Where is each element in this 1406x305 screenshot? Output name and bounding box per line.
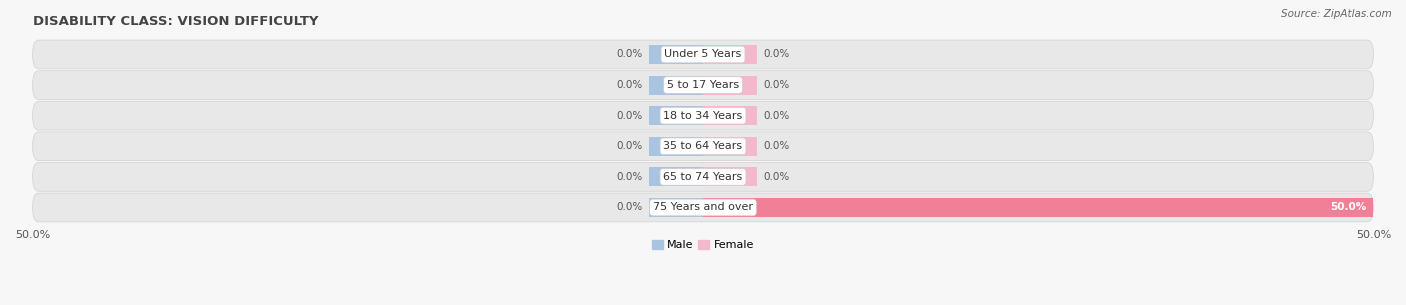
- Bar: [650, 167, 703, 186]
- Text: 0.0%: 0.0%: [763, 80, 790, 90]
- FancyBboxPatch shape: [32, 193, 1374, 222]
- Bar: [703, 45, 756, 64]
- Bar: [650, 45, 703, 64]
- Text: 0.0%: 0.0%: [616, 111, 643, 121]
- Text: 0.0%: 0.0%: [763, 49, 790, 59]
- Text: 0.0%: 0.0%: [763, 141, 790, 151]
- Text: Under 5 Years: Under 5 Years: [665, 49, 741, 59]
- Text: 18 to 34 Years: 18 to 34 Years: [664, 111, 742, 121]
- FancyBboxPatch shape: [32, 132, 1374, 161]
- Bar: [650, 106, 703, 125]
- Legend: Male, Female: Male, Female: [647, 235, 759, 254]
- Bar: [703, 137, 756, 156]
- Bar: [650, 137, 703, 156]
- Bar: [703, 198, 1374, 217]
- Bar: [703, 167, 756, 186]
- Text: Source: ZipAtlas.com: Source: ZipAtlas.com: [1281, 9, 1392, 19]
- Bar: [703, 76, 756, 95]
- Text: 50.0%: 50.0%: [1330, 203, 1367, 213]
- Text: 0.0%: 0.0%: [763, 172, 790, 182]
- Text: 35 to 64 Years: 35 to 64 Years: [664, 141, 742, 151]
- Text: 0.0%: 0.0%: [616, 172, 643, 182]
- Text: 0.0%: 0.0%: [616, 80, 643, 90]
- Text: 65 to 74 Years: 65 to 74 Years: [664, 172, 742, 182]
- FancyBboxPatch shape: [32, 40, 1374, 69]
- Text: 0.0%: 0.0%: [616, 49, 643, 59]
- FancyBboxPatch shape: [32, 163, 1374, 191]
- FancyBboxPatch shape: [32, 101, 1374, 130]
- Text: DISABILITY CLASS: VISION DIFFICULTY: DISABILITY CLASS: VISION DIFFICULTY: [32, 15, 318, 28]
- Text: 0.0%: 0.0%: [763, 111, 790, 121]
- Text: 75 Years and over: 75 Years and over: [652, 203, 754, 213]
- Bar: [650, 76, 703, 95]
- Text: 5 to 17 Years: 5 to 17 Years: [666, 80, 740, 90]
- FancyBboxPatch shape: [32, 71, 1374, 99]
- Bar: [703, 106, 756, 125]
- Bar: [650, 198, 703, 217]
- Text: 0.0%: 0.0%: [616, 203, 643, 213]
- Text: 0.0%: 0.0%: [616, 141, 643, 151]
